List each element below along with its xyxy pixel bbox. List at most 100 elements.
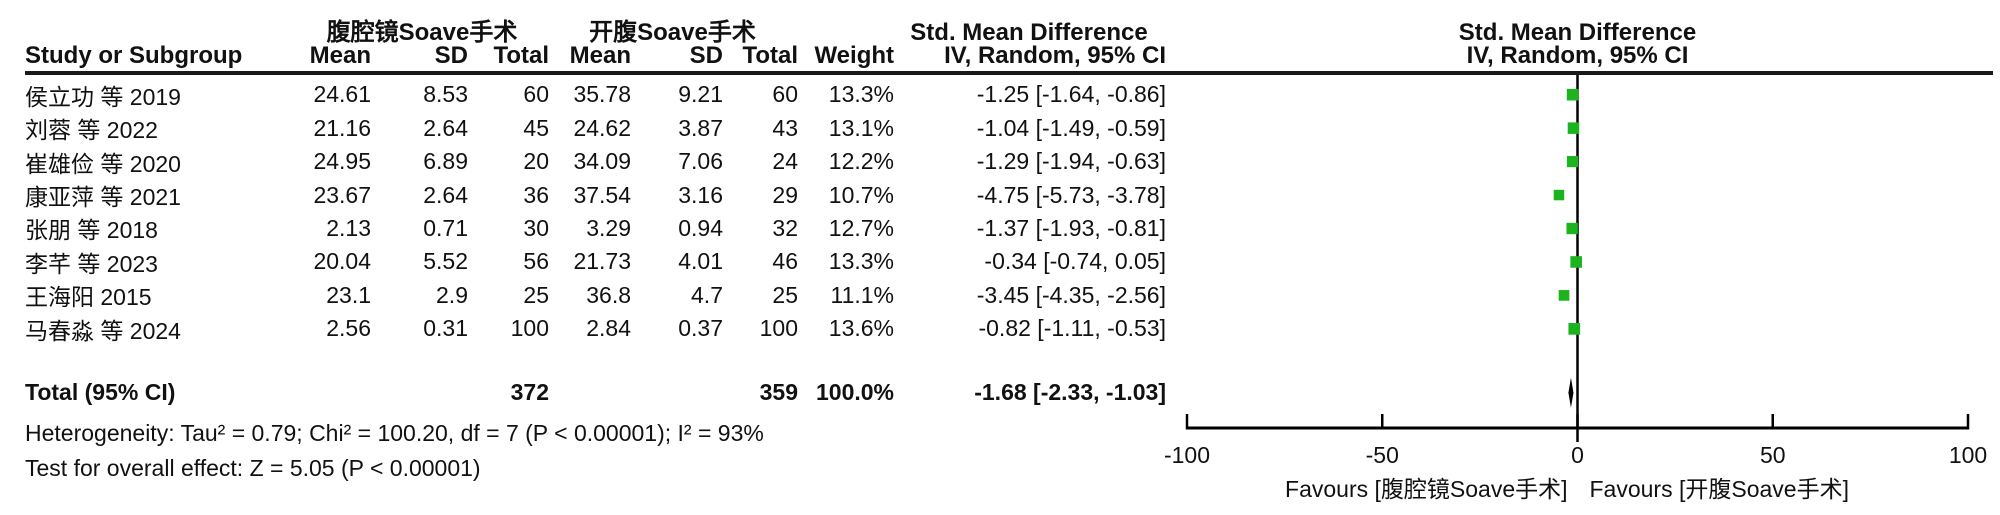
forest-plot-canvas: -100 -50 0 50 100 Favours [腹腔镜Soave手术] Favours… [1164,75,1987,502]
sd1-value: 2.9 [436,281,468,308]
mean1-value: 2.13 [326,214,371,241]
table-row: 李芊 等 2023 20.04 5.52 56 21.73 4.01 46 13… [25,245,1166,278]
sd2-col-header: SD [689,42,723,69]
study-square [1553,189,1565,201]
study-square [1566,88,1579,101]
sd1-value: 8.53 [423,81,468,108]
total1-value: 30 [523,214,549,241]
table-row: 刘蓉 等 2022 21.16 2.64 45 24.62 3.87 43 13… [25,111,1166,144]
ci-value: -1.37 [-1.93, -0.81] [976,214,1166,241]
mean2-value: 3.29 [586,214,631,241]
weight-value: 13.3% [828,248,894,275]
axis-tick-label: 0 [1571,442,1584,468]
ci-value: -3.45 [-4.35, -2.56] [976,281,1166,308]
study-square [1567,122,1580,134]
weight-value: 13.6% [828,315,894,342]
smd-header-right: Std. Mean Difference [1458,19,1697,46]
sd2-value: 7.06 [678,148,723,175]
table-row: 崔雄俭 等 2020 24.95 6.89 20 34.09 7.06 24 1… [25,145,1166,178]
weight-value: 13.1% [828,114,894,141]
header-rule [25,71,1993,75]
method-col-header-right: IV, Random, 95% CI [1466,42,1689,69]
mean1-col-header: Mean [309,42,371,69]
mean2-value: 37.54 [573,181,631,208]
axis-tick-label: 100 [1949,442,1987,468]
total2-value: 32 [772,214,798,241]
favours-right-label: Favours [开腹Soave手术] [1590,476,1849,502]
total-ci: -1.68 [-2.33, -1.03] [974,379,1166,406]
weight-value: 11.1% [830,281,894,308]
total2-value: 24 [772,148,798,175]
smd-header-left: Std. Mean Difference [910,19,1148,46]
study-name: 崔雄俭 等 2020 [25,150,181,177]
weight-value: 12.2% [828,148,894,175]
table-row: 马春淼 等 2024 2.56 0.31 100 2.84 0.37 100 1… [25,312,1166,345]
mean1-value: 23.67 [313,181,371,208]
ci-value: -0.34 [-0.74, 0.05] [984,248,1166,275]
table-row: 王海阳 2015 23.1 2.9 25 36.8 4.7 25 11.1% -… [25,279,1166,312]
sd1-value: 2.64 [423,181,468,208]
study-table: 侯立功 等 2019 24.61 8.53 60 35.78 9.21 60 1… [25,78,1166,346]
sd1-value: 0.31 [423,315,468,342]
sd1-value: 0.71 [423,214,468,241]
study-name: 康亚萍 等 2021 [25,184,181,211]
axis-tick-label: -100 [1164,442,1210,468]
mean2-value: 2.84 [586,315,631,342]
total1-col-header: Total [493,42,549,69]
weight-value: 12.7% [828,214,894,241]
sd2-value: 4.7 [691,281,723,308]
study-name: 张朋 等 2018 [25,217,158,244]
sd1-value: 2.64 [423,114,468,141]
study-square [1566,156,1579,168]
mean2-value: 34.09 [573,148,631,175]
study-name: 侯立功 等 2019 [25,83,181,110]
weight-col-header: Weight [814,42,894,69]
total1-value: 45 [523,114,549,141]
mean2-value: 24.62 [573,114,631,141]
sd2-value: 9.21 [678,81,723,108]
total2-value: 60 [772,81,798,108]
sd1-value: 6.89 [423,148,468,175]
study-col-header: Study or Subgroup [25,42,243,69]
total2-value: 25 [772,281,798,308]
mean1-value: 20.04 [313,248,371,275]
sd2-value: 3.87 [678,114,723,141]
mean2-value: 21.73 [573,248,631,275]
axis-tick-label: 50 [1760,442,1786,468]
study-name: 王海阳 2015 [25,284,152,311]
group2-header: 开腹Soave手术 [589,19,756,46]
study-square [1558,290,1570,301]
column-header-row: Study or Subgroup Mean SD Total Mean SD … [25,42,1166,70]
heterogeneity-note: Heterogeneity: Tau² = 0.79; Chi² = 100.2… [25,420,764,446]
total2-value: 100 [759,315,798,342]
ci-value: -1.04 [-1.49, -0.59] [976,114,1166,141]
study-square [1570,256,1582,268]
favours-left-label: Favours [腹腔镜Soave手术] [1285,476,1567,502]
method-col-header: IV, Random, 95% CI [944,42,1166,69]
table-row: 康亚萍 等 2021 23.67 2.64 36 37.54 3.16 29 1… [25,178,1166,211]
sd2-value: 0.94 [678,214,723,241]
table-row: 侯立功 等 2019 24.61 8.53 60 35.78 9.21 60 1… [25,78,1166,111]
total1-value: 56 [523,248,549,275]
mean2-col-header: Mean [569,42,631,69]
total-participants-2: 359 [759,379,798,406]
ci-value: -4.75 [-5.73, -3.78] [976,181,1166,208]
group1-header: 腹腔镜Soave手术 [326,19,518,46]
ci-value: -1.25 [-1.64, -0.86] [976,81,1166,108]
sd2-value: 0.37 [678,315,723,342]
study-square [1566,222,1578,235]
total1-value: 60 [523,81,549,108]
mean2-value: 36.8 [586,281,631,308]
total-weight: 100.0% [815,379,894,406]
ci-value: -1.29 [-1.94, -0.63] [976,148,1166,175]
study-name: 马春淼 等 2024 [25,317,181,344]
total2-value: 29 [772,181,798,208]
total1-value: 36 [523,181,549,208]
mean1-value: 2.56 [326,315,371,342]
mean2-value: 35.78 [573,81,631,108]
mean1-value: 21.16 [313,114,371,141]
axis-tick-label: -50 [1366,442,1399,468]
ci-value: -0.82 [-1.11, -0.53] [978,315,1166,342]
total-row: Total (95% CI) 372 359 100.0% -1.68 [-2.… [25,376,1166,409]
